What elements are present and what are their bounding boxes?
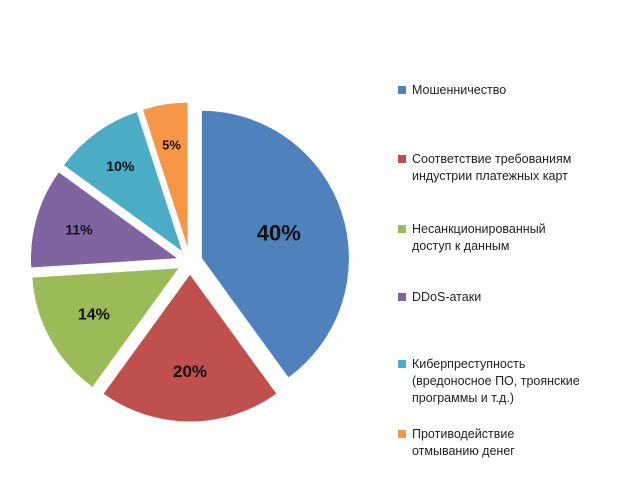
legend-label: индустрии платежных карт: [412, 169, 568, 183]
pie-slice: [141, 101, 189, 251]
legend-label: Противодействие: [412, 427, 514, 441]
slice-data-label: 11%: [65, 222, 93, 238]
slice-data-label: 5%: [162, 137, 181, 152]
slice-labels: 40% 20% 14% 11% 10% 5%: [65, 137, 300, 381]
legend-label: доступ к данным: [412, 239, 509, 253]
legend-swatch: [398, 225, 406, 233]
legend: Мошенничество Соответствие требованиям инд…: [398, 83, 580, 458]
legend-label: DDoS-атаки: [412, 290, 481, 304]
pie-slice: [62, 110, 184, 254]
slice-data-label: 14%: [78, 306, 110, 323]
legend-label: (вредоносное ПО, троянские: [412, 374, 580, 388]
slice-data-label: 20%: [173, 362, 207, 381]
legend-label: отмыванию денег: [412, 444, 515, 458]
pie-slices: [29, 101, 350, 423]
pie-slice: [102, 273, 278, 423]
pie-slice: [200, 109, 350, 379]
pie-slice: [31, 267, 181, 389]
legend-swatch: [398, 155, 406, 163]
legend-swatch: [398, 86, 406, 94]
legend-label: Мошенничество: [412, 83, 506, 97]
legend-swatch: [398, 293, 406, 301]
legend-label: Несанкционированный: [412, 222, 546, 236]
legend-label: Киберпреступность: [412, 357, 525, 371]
legend-label: Соответствие требованиям: [412, 152, 571, 166]
pie-slice: [29, 170, 180, 269]
legend-swatch: [398, 430, 406, 438]
slice-data-label: 10%: [106, 158, 135, 174]
legend-swatch: [398, 360, 406, 368]
slice-data-label: 40%: [257, 221, 301, 246]
legend-label: программы и т.д.): [412, 391, 514, 405]
